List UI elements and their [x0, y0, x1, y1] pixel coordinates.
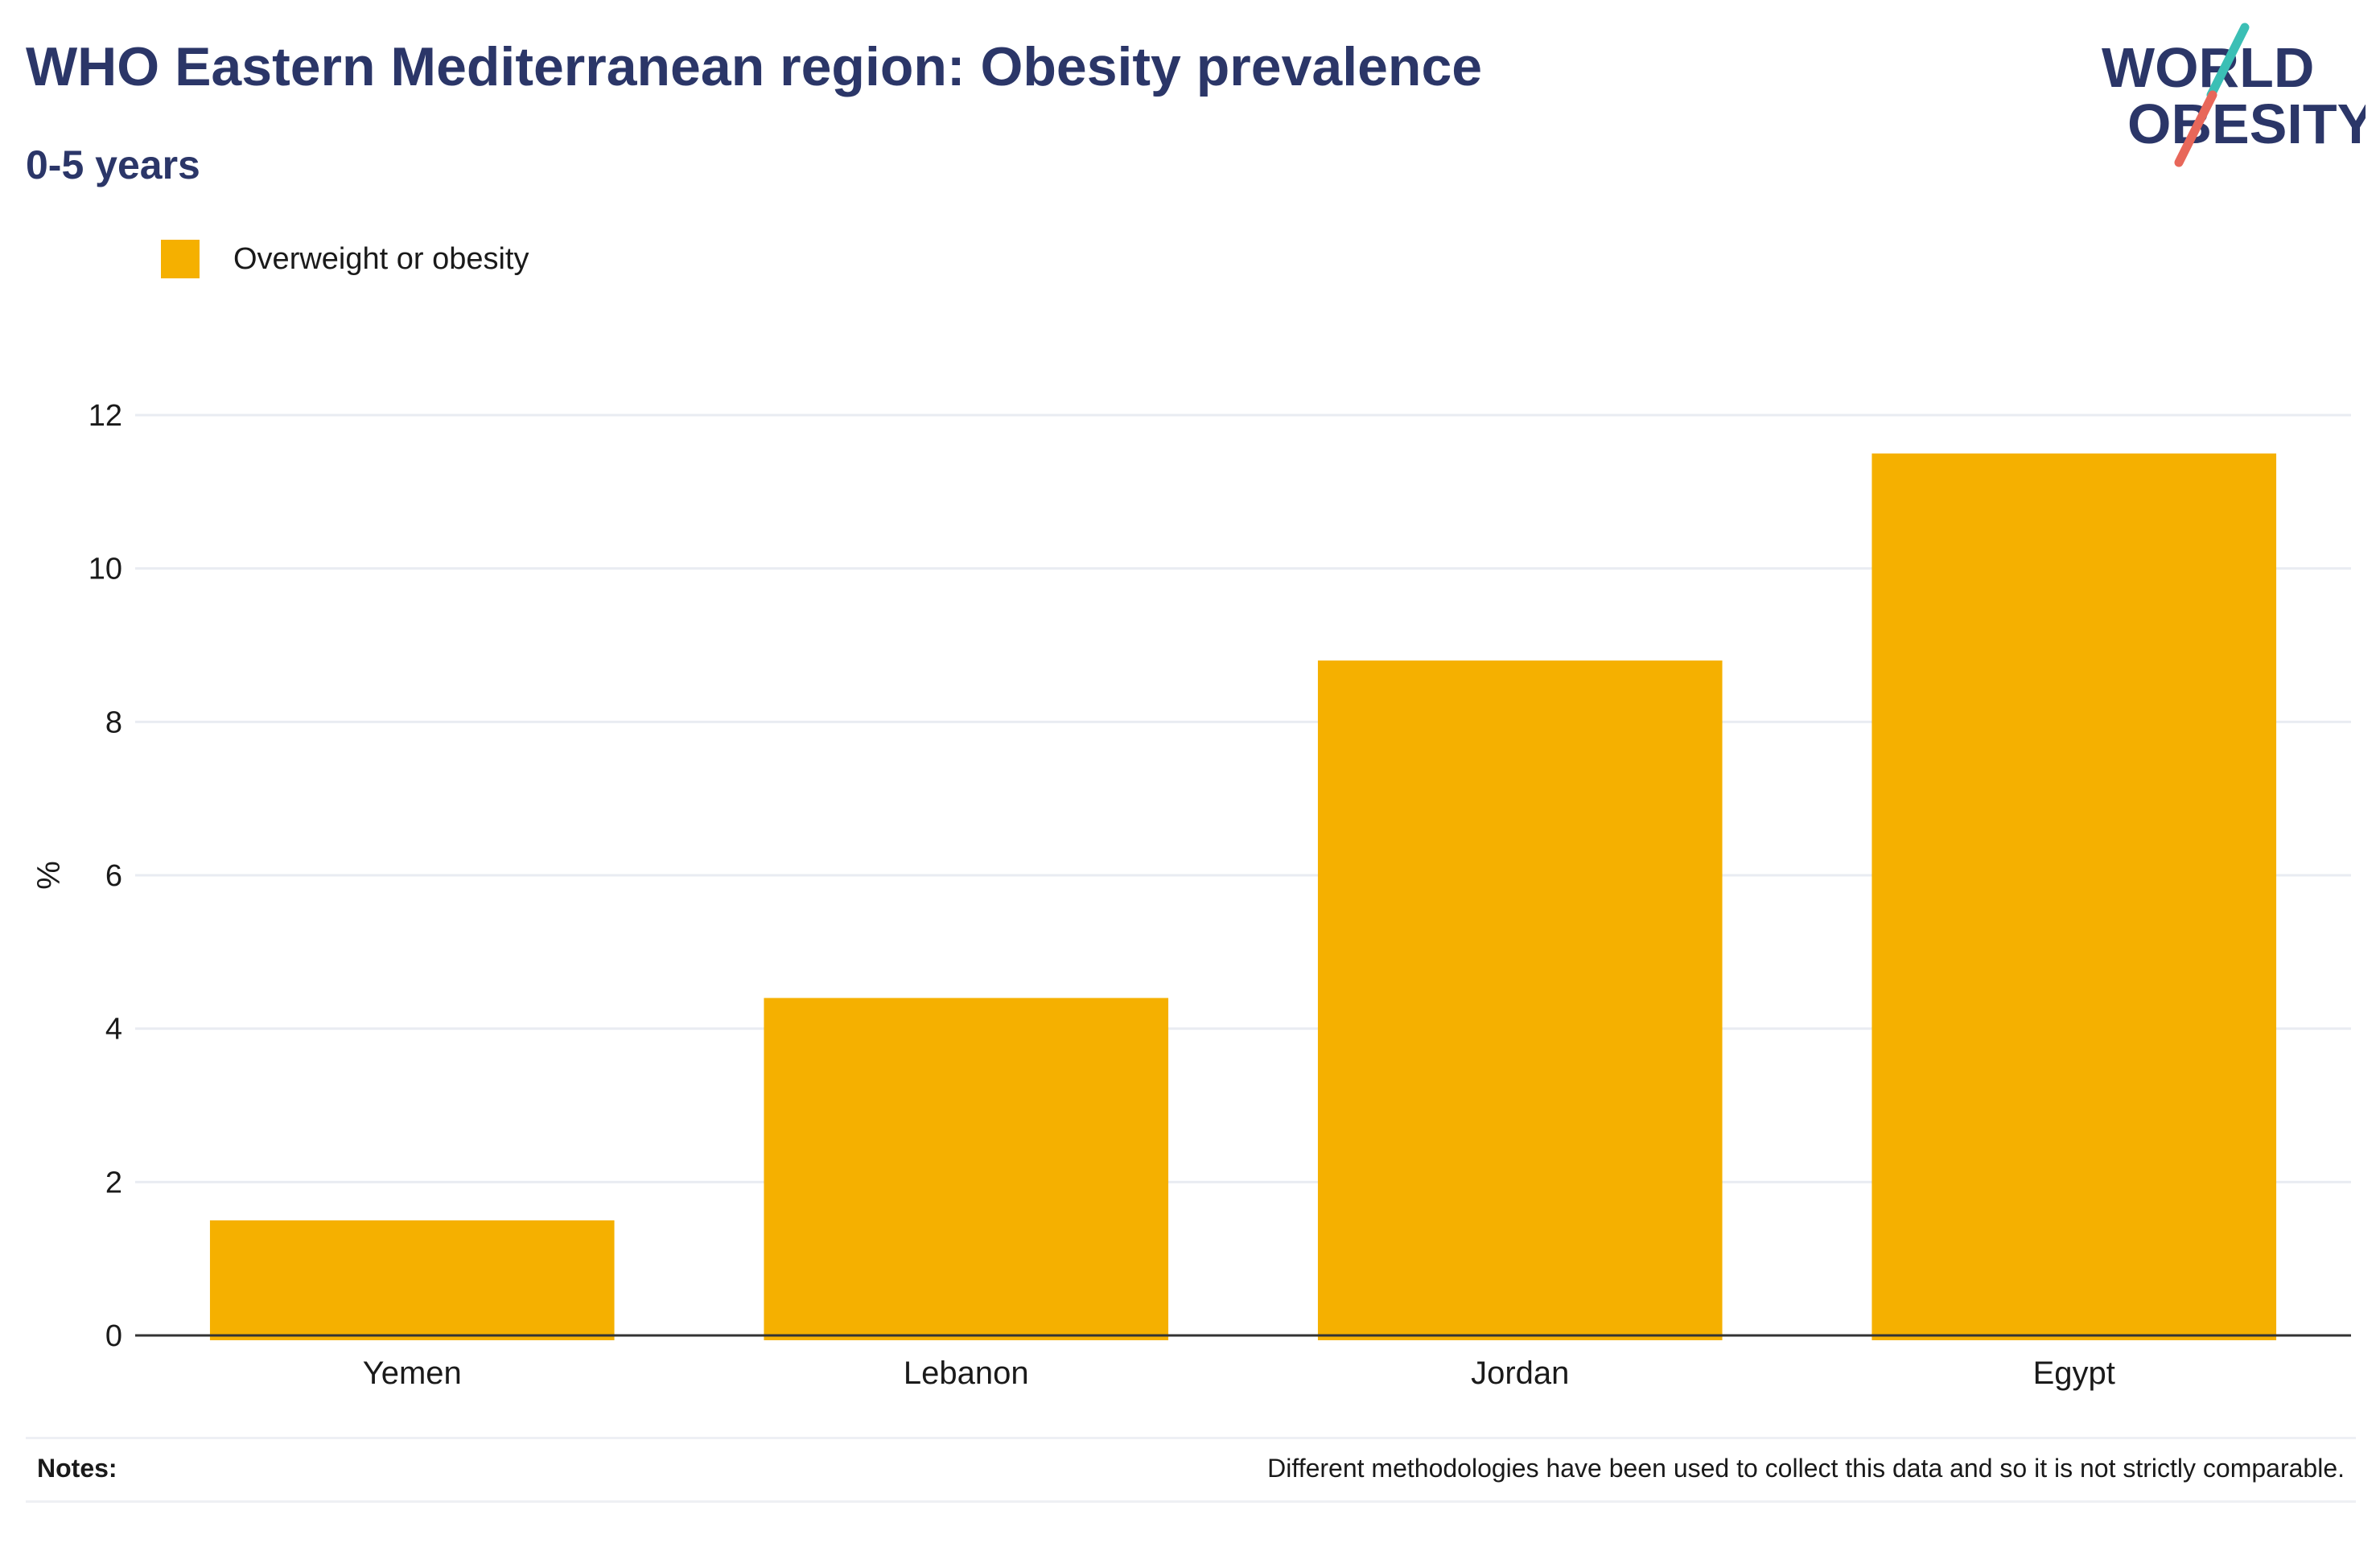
y-tick-label: 2 [105, 1166, 122, 1199]
chart-title: WHO Eastern Mediterranean region: Obesit… [26, 36, 1483, 97]
y-tick-label: 6 [105, 859, 122, 893]
logo-text-obesity: OBESITY [2127, 93, 2366, 155]
logo-slash-bottom [2174, 90, 2217, 167]
logo-text-world: WORLD [2102, 36, 2314, 99]
bar-jordan [1317, 660, 1723, 1340]
legend-swatch [161, 240, 200, 278]
x-tick-label: Egypt [2033, 1356, 2115, 1391]
y-tick-label: 4 [105, 1013, 122, 1047]
x-tick-label: Yemen [363, 1356, 462, 1391]
y-tick-label: 12 [89, 399, 122, 433]
y-tick-label: 10 [89, 553, 122, 586]
world-obesity-logo: WORLD OBESITY [2102, 23, 2366, 167]
chart-legend: Overweight or obesity [161, 240, 529, 278]
logo-slash-top [2206, 23, 2250, 100]
bar-chart: 0 2 4 6 8 10 12 Yemen Lebanon Jordan Egypt % [31, 399, 2351, 1391]
chart-subtitle: 0-5 years [26, 142, 200, 187]
x-tick-label: Jordan [1471, 1356, 1569, 1391]
notes-bar: Notes: Different methodologies have been… [26, 1437, 2356, 1503]
notes-label: Notes: [37, 1454, 117, 1483]
y-axis-label: % [31, 861, 67, 890]
notes-text: Different methodologies have been used t… [1267, 1454, 2345, 1483]
legend-label: Overweight or obesity [233, 241, 529, 276]
bar-lebanon [764, 998, 1169, 1340]
y-tick-label: 0 [105, 1319, 122, 1353]
bar-yemen [209, 1220, 615, 1340]
y-tick-label: 8 [105, 706, 122, 739]
bar-egypt [1871, 453, 2277, 1340]
bars [209, 453, 2277, 1340]
x-tick-label: Lebanon [904, 1356, 1029, 1391]
axes: 0 2 4 6 8 10 12 Yemen Lebanon Jordan Egypt [89, 399, 2351, 1391]
